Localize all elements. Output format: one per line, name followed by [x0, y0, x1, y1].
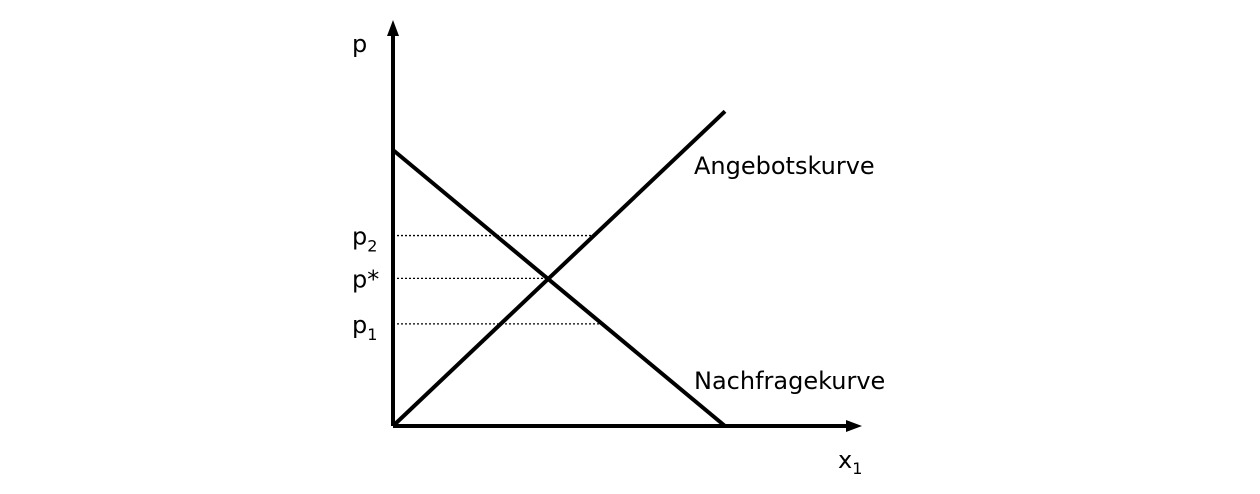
x-axis-label: x1	[838, 446, 862, 478]
x-axis-arrowhead	[846, 420, 862, 432]
curve-labels: Angebotskurve Nachfragekurve	[694, 152, 885, 395]
price-label-p2-base: p	[352, 223, 367, 251]
price-label-p2: p2	[352, 223, 377, 256]
curve-label-nachfragekurve: Nachfragekurve	[694, 367, 885, 395]
price-level-lines	[393, 234, 603, 325]
price-label-p-star-base: p*	[352, 265, 379, 293]
price-label-p2-subscript: 2	[367, 237, 377, 256]
curve-angebotskurve	[391, 109, 727, 428]
price-level-labels: p2p*p1	[352, 223, 379, 344]
axes	[387, 20, 862, 432]
curve-nachfragekurve	[391, 148, 727, 428]
y-axis-arrowhead	[387, 20, 399, 36]
price-label-p-star: p*	[352, 265, 379, 293]
x-axis-label-base: x	[838, 446, 852, 474]
price-label-p1: p1	[352, 311, 377, 344]
curves	[391, 109, 727, 428]
price-label-p1-subscript: 1	[367, 325, 377, 344]
x-axis-label-subscript: 1	[852, 459, 862, 478]
y-axis-label: p	[352, 30, 367, 58]
price-label-p1-base: p	[352, 311, 367, 339]
curve-label-angebotskurve: Angebotskurve	[694, 152, 875, 180]
